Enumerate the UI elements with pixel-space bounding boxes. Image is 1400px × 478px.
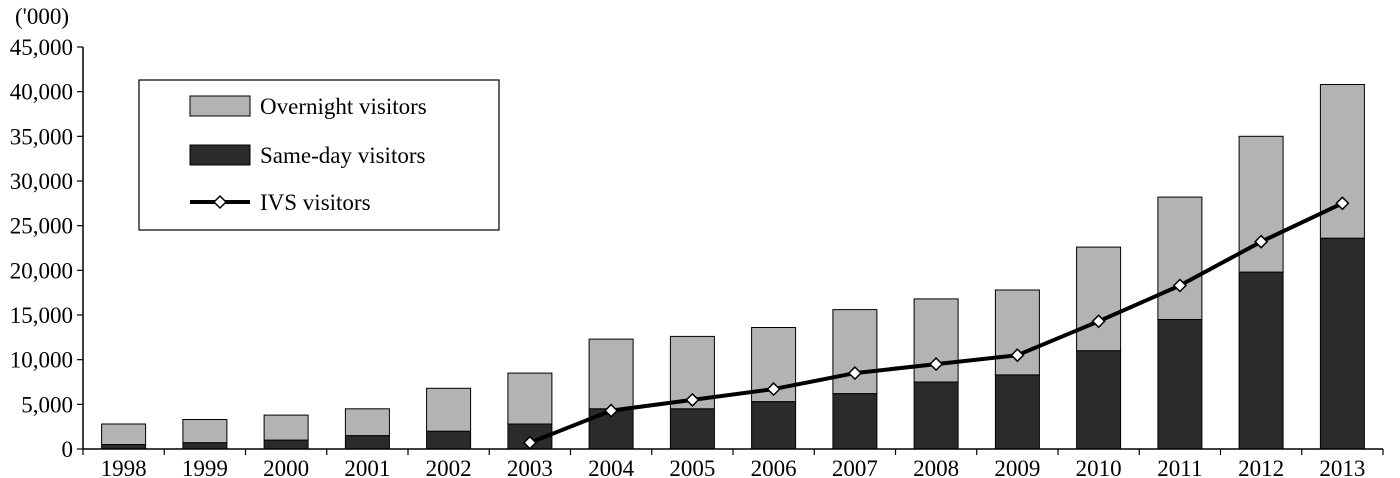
- legend-marker-ivs-visitors: [212, 194, 228, 210]
- x-tick-label: 2008: [913, 456, 959, 478]
- y-tick-label: 35,000: [10, 124, 73, 149]
- x-tick-label: 2006: [751, 456, 797, 478]
- bar-same-day-1999: [182, 442, 228, 450]
- y-tick-label: 30,000: [10, 169, 73, 194]
- bar-same-day-2010: [1076, 350, 1122, 450]
- x-tick-label: 2012: [1238, 456, 1284, 478]
- bar-same-day-2013: [1319, 237, 1365, 450]
- legend: Overnight visitors Same-day visitors IVS v…: [138, 79, 500, 231]
- y-tick-label: 25,000: [10, 214, 73, 239]
- bar-same-day-2007: [832, 393, 878, 450]
- x-tick-label: 2013: [1319, 456, 1365, 478]
- legend-swatch-same-day-visitors: [189, 144, 251, 166]
- bar-same-day-2000: [263, 439, 309, 450]
- x-tick-label: 2009: [994, 456, 1040, 478]
- y-tick-label: 45,000: [10, 35, 73, 60]
- axes-layer: 0 5,000 10,000 15,000 20,000 25,000 30,000 35,0…: [10, 4, 1384, 478]
- ivs-marker-2005: [685, 392, 700, 407]
- bar-overnight-1999: [182, 419, 228, 444]
- bar-same-day-2002: [426, 430, 472, 450]
- x-tick-label: 2005: [669, 456, 715, 478]
- y-unit-label: ('000): [15, 4, 69, 29]
- ivs-marker-2007: [847, 366, 862, 381]
- x-tick-label: 2004: [588, 456, 635, 478]
- line-layer: [522, 196, 1350, 450]
- ivs-marker-2012: [1254, 234, 1269, 249]
- bar-same-day-2008: [913, 381, 959, 450]
- bar-overnight-2003: [507, 372, 553, 425]
- ivs-marker-2008: [929, 357, 944, 372]
- bar-overnight-2011: [1157, 196, 1203, 321]
- y-tick-label: 0: [62, 437, 74, 462]
- legend-label-overnight-visitors: Overnight visitors: [260, 94, 427, 119]
- ivs-marker-2004: [604, 403, 619, 418]
- legend-label-same-day-visitors: Same-day visitors: [260, 143, 425, 168]
- x-tick-label: 1998: [101, 456, 147, 478]
- legend-label-ivs-visitors: IVS visitors: [260, 190, 371, 215]
- bar-same-day-2006: [751, 401, 797, 450]
- x-tick-label: 2001: [344, 456, 390, 478]
- x-tick-label: 2003: [507, 456, 553, 478]
- bar-same-day-2009: [994, 374, 1040, 450]
- legend-swatch-overnight-visitors: [189, 95, 251, 117]
- x-tick-label: 2000: [263, 456, 309, 478]
- y-tick-label: 40,000: [10, 80, 73, 105]
- bar-overnight-2010: [1076, 246, 1122, 352]
- bar-overnight-2007: [832, 309, 878, 395]
- ivs-marker-2010: [1091, 314, 1106, 329]
- y-tick-label: 5,000: [21, 392, 73, 417]
- x-tick-label: 2002: [426, 456, 472, 478]
- x-tick-label: 2011: [1157, 456, 1202, 478]
- bar-same-day-2005: [669, 408, 715, 450]
- bar-overnight-1998: [101, 423, 147, 445]
- y-tick-label: 10,000: [10, 348, 73, 373]
- x-tick-label: 2010: [1076, 456, 1122, 478]
- bar-overnight-2013: [1319, 84, 1365, 239]
- ivs-marker-2009: [1010, 348, 1025, 363]
- y-tick-label: 15,000: [10, 303, 73, 328]
- x-tick-label: 1999: [182, 456, 228, 478]
- bar-overnight-2004: [588, 338, 634, 410]
- bar-same-day-2001: [344, 435, 390, 450]
- ivs-marker-2003: [522, 435, 537, 450]
- bar-overnight-2002: [426, 387, 472, 432]
- y-tick-label: 20,000: [10, 258, 73, 283]
- bar-same-day-2011: [1157, 319, 1203, 450]
- x-tick-label: 2007: [832, 456, 878, 478]
- bar-same-day-2012: [1238, 271, 1284, 450]
- ivs-marker-2013: [1335, 196, 1350, 211]
- bar-overnight-2001: [344, 408, 390, 437]
- ivs-marker-2006: [766, 382, 781, 397]
- bar-overnight-2000: [263, 414, 309, 441]
- ivs-marker-2011: [1172, 278, 1187, 293]
